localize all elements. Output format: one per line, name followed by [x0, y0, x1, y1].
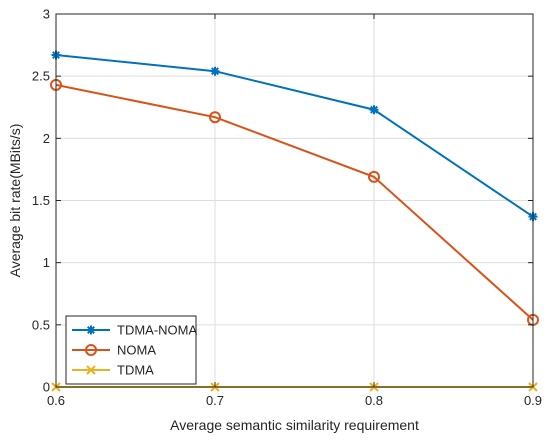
x-tick-label: 0.9 — [524, 393, 542, 408]
axis-ticks: 0.6 0.7 0.8 0.9 0 0.5 1 1.5 2 2.5 3 — [32, 7, 542, 409]
x-tick-label: 0.6 — [47, 393, 65, 408]
data-point — [209, 111, 221, 124]
x-axis-label: Average semantic similarity requirement — [170, 417, 419, 433]
legend-item: TDMA-NOMA — [72, 323, 197, 338]
y-tick-label: 1 — [43, 255, 50, 270]
y-tick-label: 1.5 — [32, 193, 50, 208]
data-point — [368, 170, 380, 183]
series-line — [55, 83, 534, 321]
y-tick-label: 2.5 — [32, 69, 50, 84]
y-tick-label: 3 — [43, 7, 50, 22]
y-tick-label: 2 — [43, 131, 50, 146]
x-tick-label: 0.8 — [365, 393, 383, 408]
legend-marker — [85, 344, 97, 356]
legend-label: NOMA — [117, 343, 156, 358]
x-tick-label: 0.7 — [206, 393, 224, 408]
data-point — [210, 66, 220, 76]
y-axis-label: Average bit rate(MBits/s) — [7, 124, 23, 278]
legend-label: TDMA — [117, 363, 154, 378]
legend-marker — [86, 365, 96, 375]
y-tick-label: 0 — [43, 380, 50, 395]
legend: TDMA-NOMA NOMA TDMA — [65, 315, 197, 385]
series-line — [55, 54, 534, 218]
legend-item: NOMA — [72, 343, 156, 358]
y-tick-label: 0.5 — [32, 317, 50, 332]
legend-marker — [86, 325, 96, 335]
legend-item: TDMA — [72, 363, 154, 378]
data-point — [369, 105, 379, 115]
legend-label: TDMA-NOMA — [117, 323, 197, 338]
